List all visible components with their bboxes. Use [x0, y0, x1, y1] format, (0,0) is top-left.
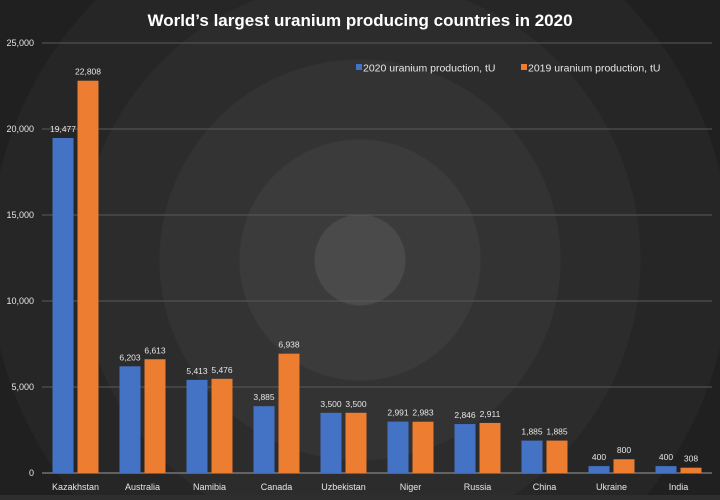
bar-2020 [52, 137, 74, 473]
x-tick-label: Canada [261, 482, 293, 492]
bar-2019 [211, 378, 233, 473]
bar-2020 [655, 466, 677, 473]
data-label: 400 [592, 452, 606, 462]
bar-2020 [320, 412, 342, 473]
bar-2020 [186, 379, 208, 473]
x-axis: Kazakhstan Australia Namibia Canada Uzbekist… [52, 482, 688, 492]
bar-2019 [77, 80, 99, 474]
data-label: 2,983 [412, 408, 434, 418]
bar-2020 [119, 366, 141, 473]
data-label: 800 [617, 445, 631, 455]
x-tick-label: Australia [125, 482, 160, 492]
data-label: 3,500 [345, 399, 367, 409]
bar-2019 [546, 440, 568, 473]
x-tick-label: Namibia [193, 482, 226, 492]
x-tick-label: Russia [464, 482, 492, 492]
data-label: 2,846 [454, 410, 476, 420]
data-label: 3,500 [320, 399, 342, 409]
bar-2020 [521, 440, 543, 473]
bar-2019 [345, 412, 367, 473]
data-label: 6,613 [144, 345, 166, 355]
bar-2019 [680, 467, 702, 473]
data-label: 1,885 [546, 427, 568, 437]
x-tick-label: China [533, 482, 557, 492]
y-tick-label: 10,000 [6, 296, 34, 306]
legend: 2020 uranium production, tU 2019 uranium … [356, 63, 661, 75]
data-label: 6,938 [278, 340, 300, 350]
data-label: 3,885 [253, 392, 275, 402]
bar-2020 [588, 466, 610, 473]
y-tick-label: 20,000 [6, 124, 34, 134]
data-label: 5,413 [186, 366, 208, 376]
bar-2019 [144, 359, 166, 473]
y-tick-label: 15,000 [6, 210, 34, 220]
x-tick-label: Kazakhstan [52, 482, 99, 492]
bar-2019 [479, 422, 501, 473]
x-tick-label: Uzbekistan [321, 482, 366, 492]
data-label: 5,476 [211, 365, 233, 375]
y-axis: 0 5,000 10,000 15,000 20,000 25,000 [6, 38, 34, 478]
bar-2020 [454, 424, 476, 473]
bar-2019 [412, 421, 434, 473]
y-tick-label: 5,000 [11, 382, 34, 392]
data-label: 22,808 [75, 67, 101, 77]
chart-title: World’s largest uranium producing countr… [147, 11, 572, 30]
y-tick-label: 0 [29, 468, 34, 478]
data-label: 1,885 [521, 427, 543, 437]
legend-swatch [356, 64, 362, 70]
data-label: 2,911 [480, 409, 501, 419]
bar-2019 [613, 459, 635, 473]
data-label: 400 [659, 452, 673, 462]
gridlines [42, 42, 712, 474]
legend-label: 2020 uranium production, tU [363, 63, 496, 75]
data-label: 308 [684, 454, 698, 464]
x-tick-label: India [669, 482, 689, 492]
y-tick-label: 25,000 [6, 38, 34, 48]
x-tick-label: Niger [400, 482, 422, 492]
data-label: 6,203 [119, 352, 141, 362]
bars [52, 80, 702, 474]
legend-swatch [521, 64, 527, 70]
bar-2020 [387, 421, 409, 473]
data-label: 19,477 [50, 124, 76, 134]
bar-2019 [278, 353, 300, 473]
data-label: 2,991 [387, 408, 409, 418]
x-tick-label: Ukraine [596, 482, 627, 492]
bar-2020 [253, 406, 275, 473]
legend-label: 2019 uranium production, tU [528, 63, 661, 75]
